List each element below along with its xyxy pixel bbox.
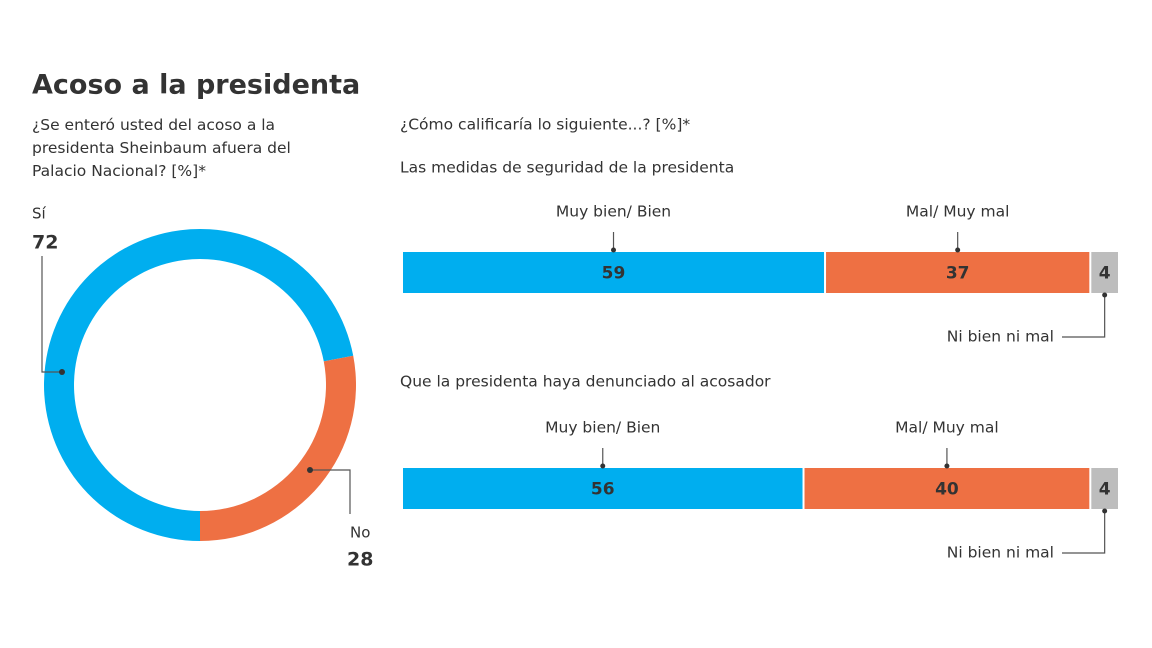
bar-segment	[804, 468, 1090, 509]
legend-label: Mal/ Muy mal	[895, 419, 999, 437]
slice-label: No	[350, 524, 370, 542]
legend-label: Mal/ Muy mal	[906, 203, 1010, 221]
legend-dot	[611, 247, 617, 253]
donut-slice	[200, 355, 356, 541]
leader-dot	[307, 467, 313, 473]
bar-segment	[826, 252, 1090, 293]
bar-value: 4	[1099, 480, 1111, 500]
slice-label: Sí	[32, 205, 47, 223]
legend-label: Muy bien/ Bien	[556, 203, 671, 221]
legend-tick	[1062, 511, 1106, 554]
bar-value: 4	[1099, 264, 1111, 284]
bar-title: Las medidas de seguridad de la president…	[400, 159, 734, 177]
bars-subtitle: ¿Cómo calificaría lo siguiente...? [%]*	[400, 116, 690, 134]
legend-label: Ni bien ni mal	[947, 328, 1054, 346]
legend-dot	[600, 463, 606, 469]
bar-segment	[1091, 468, 1118, 509]
legend-tick	[1062, 295, 1106, 338]
leader-line	[41, 256, 62, 373]
bar-title: Que la presidenta haya denunciado al aco…	[400, 373, 771, 391]
bar-value: 40	[935, 480, 959, 500]
leader-dot	[59, 369, 65, 375]
leader-line	[310, 469, 351, 514]
title: Acoso a la presidenta	[32, 70, 360, 101]
legend-dot	[1102, 292, 1108, 298]
legend-dot	[955, 247, 961, 253]
bar-value: 59	[602, 264, 626, 284]
pie-subtitle: ¿Se enteró usted del acoso a la president…	[32, 116, 291, 180]
bar-segment	[403, 252, 825, 293]
legend-label: Muy bien/ Bien	[545, 419, 660, 437]
bar-value: 56	[591, 480, 615, 500]
legend-dot	[944, 463, 950, 469]
legend-label: Ni bien ni mal	[947, 544, 1054, 562]
slice-value: 72	[32, 232, 58, 254]
slice-value: 28	[347, 549, 373, 571]
bar-segment	[1091, 252, 1118, 293]
bar-value: 37	[946, 264, 970, 284]
legend-dot	[1102, 508, 1108, 514]
bar-segment	[403, 468, 803, 509]
